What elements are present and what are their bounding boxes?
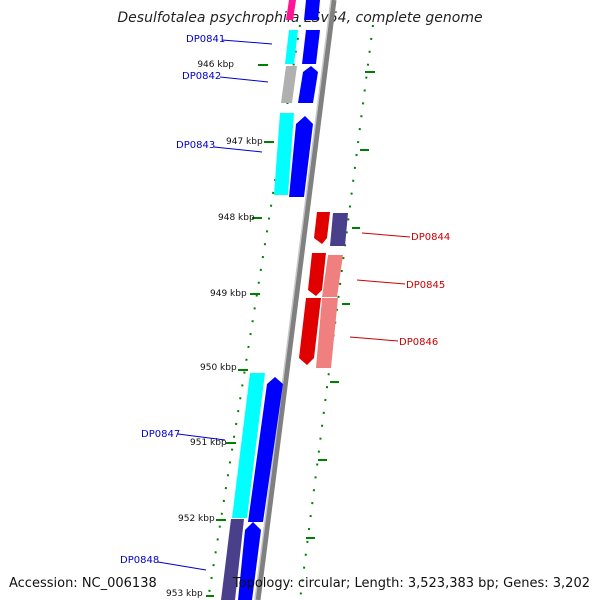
gene-label-dp0848[interactable]: DP0848 xyxy=(120,555,159,566)
ruler: 946 kbp 947 kbp 948 kbp 949 kbp 950 kbp … xyxy=(166,60,274,599)
ruler-label: 949 kbp xyxy=(210,289,247,299)
cog-box-magenta xyxy=(286,0,296,20)
gene-label-dp0845[interactable]: DP0845 xyxy=(406,280,445,291)
forward-genes xyxy=(221,0,320,600)
gene-label-dp0842[interactable]: DP0842 xyxy=(182,71,221,82)
cog-box-grey xyxy=(281,66,297,103)
cog-box-slate xyxy=(221,519,244,600)
gene-arrow xyxy=(304,0,320,20)
backbone-line xyxy=(255,0,337,600)
gene-label-dp0846[interactable]: DP0846 xyxy=(399,337,438,348)
cog-box-slate xyxy=(330,213,348,246)
cog-box-cyan xyxy=(274,113,294,195)
right-track-ticks xyxy=(306,71,375,539)
gene-arrow xyxy=(308,253,326,296)
ruler-label: 947 kbp xyxy=(226,137,263,147)
ruler-label: 952 kbp xyxy=(178,514,215,524)
ruler-label: 946 kbp xyxy=(197,60,234,70)
gene-arrow xyxy=(302,30,320,64)
map-title: Desulfotalea psychrophila LSv54, complet… xyxy=(117,10,482,26)
gene-label-dp0844[interactable]: DP0844 xyxy=(411,232,450,243)
cog-box-cyan xyxy=(232,373,265,518)
reverse-genes xyxy=(299,212,348,368)
leader-line xyxy=(213,146,263,153)
gene-arrow xyxy=(299,298,321,365)
accession-text: Accession: NC_006138 xyxy=(9,576,157,591)
gene-arrow xyxy=(314,212,330,244)
leader-line xyxy=(219,76,269,83)
ruler-label: 953 kbp xyxy=(166,589,203,599)
leader-line xyxy=(157,561,207,571)
gene-arrow xyxy=(289,116,313,197)
leader-line xyxy=(349,336,399,342)
topology-summary-text: Topology: circular; Length: 3,523,383 bp… xyxy=(232,576,590,591)
cog-box-pink xyxy=(316,298,338,368)
ruler-label: 951 kbp xyxy=(190,438,227,448)
ruler-label: 948 kbp xyxy=(218,213,255,223)
leader-line xyxy=(361,232,411,238)
cog-box-cyan xyxy=(285,30,298,64)
gene-labels: DP0841 DP0842 DP0843 DP0844 DP0845 DP084… xyxy=(120,34,450,571)
gene-label-dp0843[interactable]: DP0843 xyxy=(176,140,215,151)
genome-backbone xyxy=(254,0,337,600)
backbone-highlight xyxy=(254,0,332,600)
leader-line xyxy=(221,39,273,45)
leader-line xyxy=(177,433,226,441)
gene-label-dp0847[interactable]: DP0847 xyxy=(141,429,180,440)
gene-arrow xyxy=(238,522,261,600)
cog-box-pink xyxy=(322,255,343,297)
gene-arrow xyxy=(248,377,283,522)
leader-line xyxy=(356,279,406,285)
gene-label-dp0841[interactable]: DP0841 xyxy=(186,34,225,45)
ruler-label: 950 kbp xyxy=(200,363,237,373)
gene-arrow xyxy=(298,66,318,103)
